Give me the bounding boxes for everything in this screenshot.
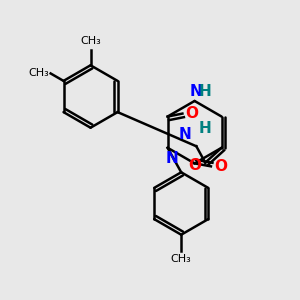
Text: CH₃: CH₃ (28, 68, 50, 78)
Text: O: O (185, 106, 198, 121)
Text: N: N (190, 85, 202, 100)
Text: O: O (189, 158, 202, 173)
Text: H: H (199, 121, 212, 136)
Text: N: N (178, 127, 191, 142)
Text: CH₃: CH₃ (80, 36, 101, 46)
Text: N: N (166, 151, 178, 166)
Text: H: H (199, 85, 212, 100)
Text: O: O (214, 159, 227, 174)
Text: CH₃: CH₃ (171, 254, 192, 264)
